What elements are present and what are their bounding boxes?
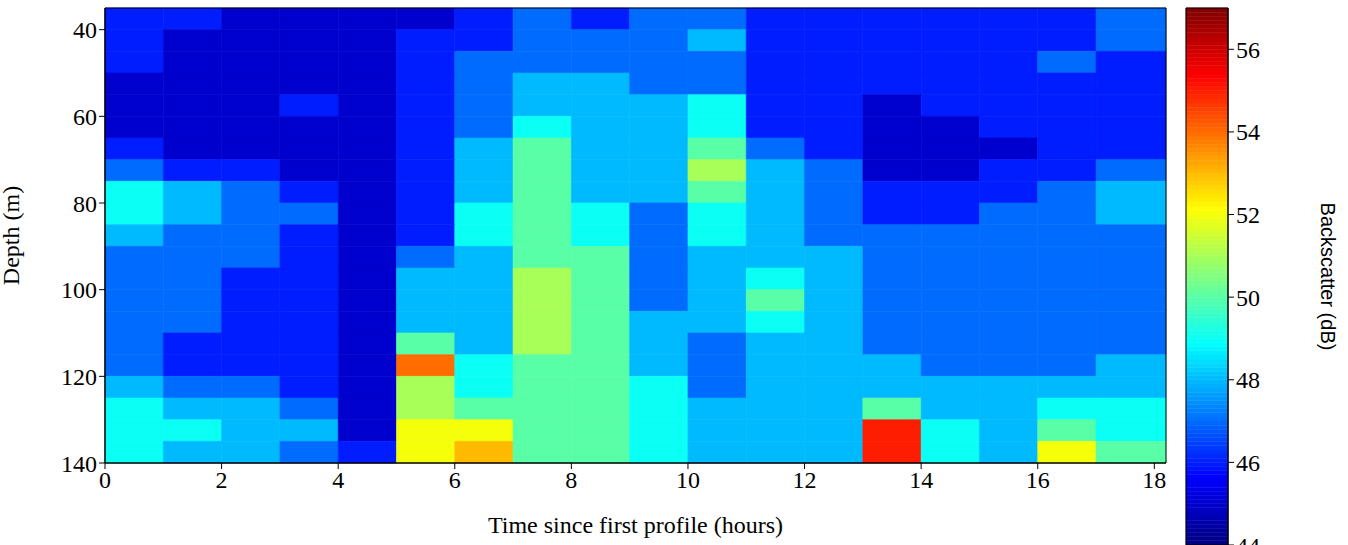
svg-text:Depth (m): Depth (m) <box>0 186 24 285</box>
svg-text:44: 44 <box>1236 533 1260 545</box>
svg-text:54: 54 <box>1236 119 1260 145</box>
svg-text:120: 120 <box>61 364 97 390</box>
svg-text:60: 60 <box>73 104 97 130</box>
svg-text:140: 140 <box>61 451 97 477</box>
svg-text:18: 18 <box>1142 467 1166 493</box>
svg-text:14: 14 <box>909 467 933 493</box>
svg-text:2: 2 <box>216 467 228 493</box>
svg-text:10: 10 <box>676 467 700 493</box>
svg-text:100: 100 <box>61 277 97 303</box>
svg-text:56: 56 <box>1236 37 1260 63</box>
svg-text:0: 0 <box>99 467 111 493</box>
svg-text:8: 8 <box>565 467 577 493</box>
svg-text:48: 48 <box>1236 367 1260 393</box>
svg-text:Backscatter (dB): Backscatter (dB) <box>1317 203 1339 351</box>
svg-text:52: 52 <box>1236 202 1260 228</box>
svg-text:40: 40 <box>73 17 97 43</box>
svg-text:50: 50 <box>1236 285 1260 311</box>
svg-text:46: 46 <box>1236 450 1260 476</box>
svg-text:Time since first profile (hour: Time since first profile (hours) <box>488 512 783 538</box>
svg-text:4: 4 <box>332 467 344 493</box>
svg-text:12: 12 <box>793 467 817 493</box>
svg-text:80: 80 <box>73 191 97 217</box>
svg-text:16: 16 <box>1026 467 1050 493</box>
svg-text:6: 6 <box>449 467 461 493</box>
